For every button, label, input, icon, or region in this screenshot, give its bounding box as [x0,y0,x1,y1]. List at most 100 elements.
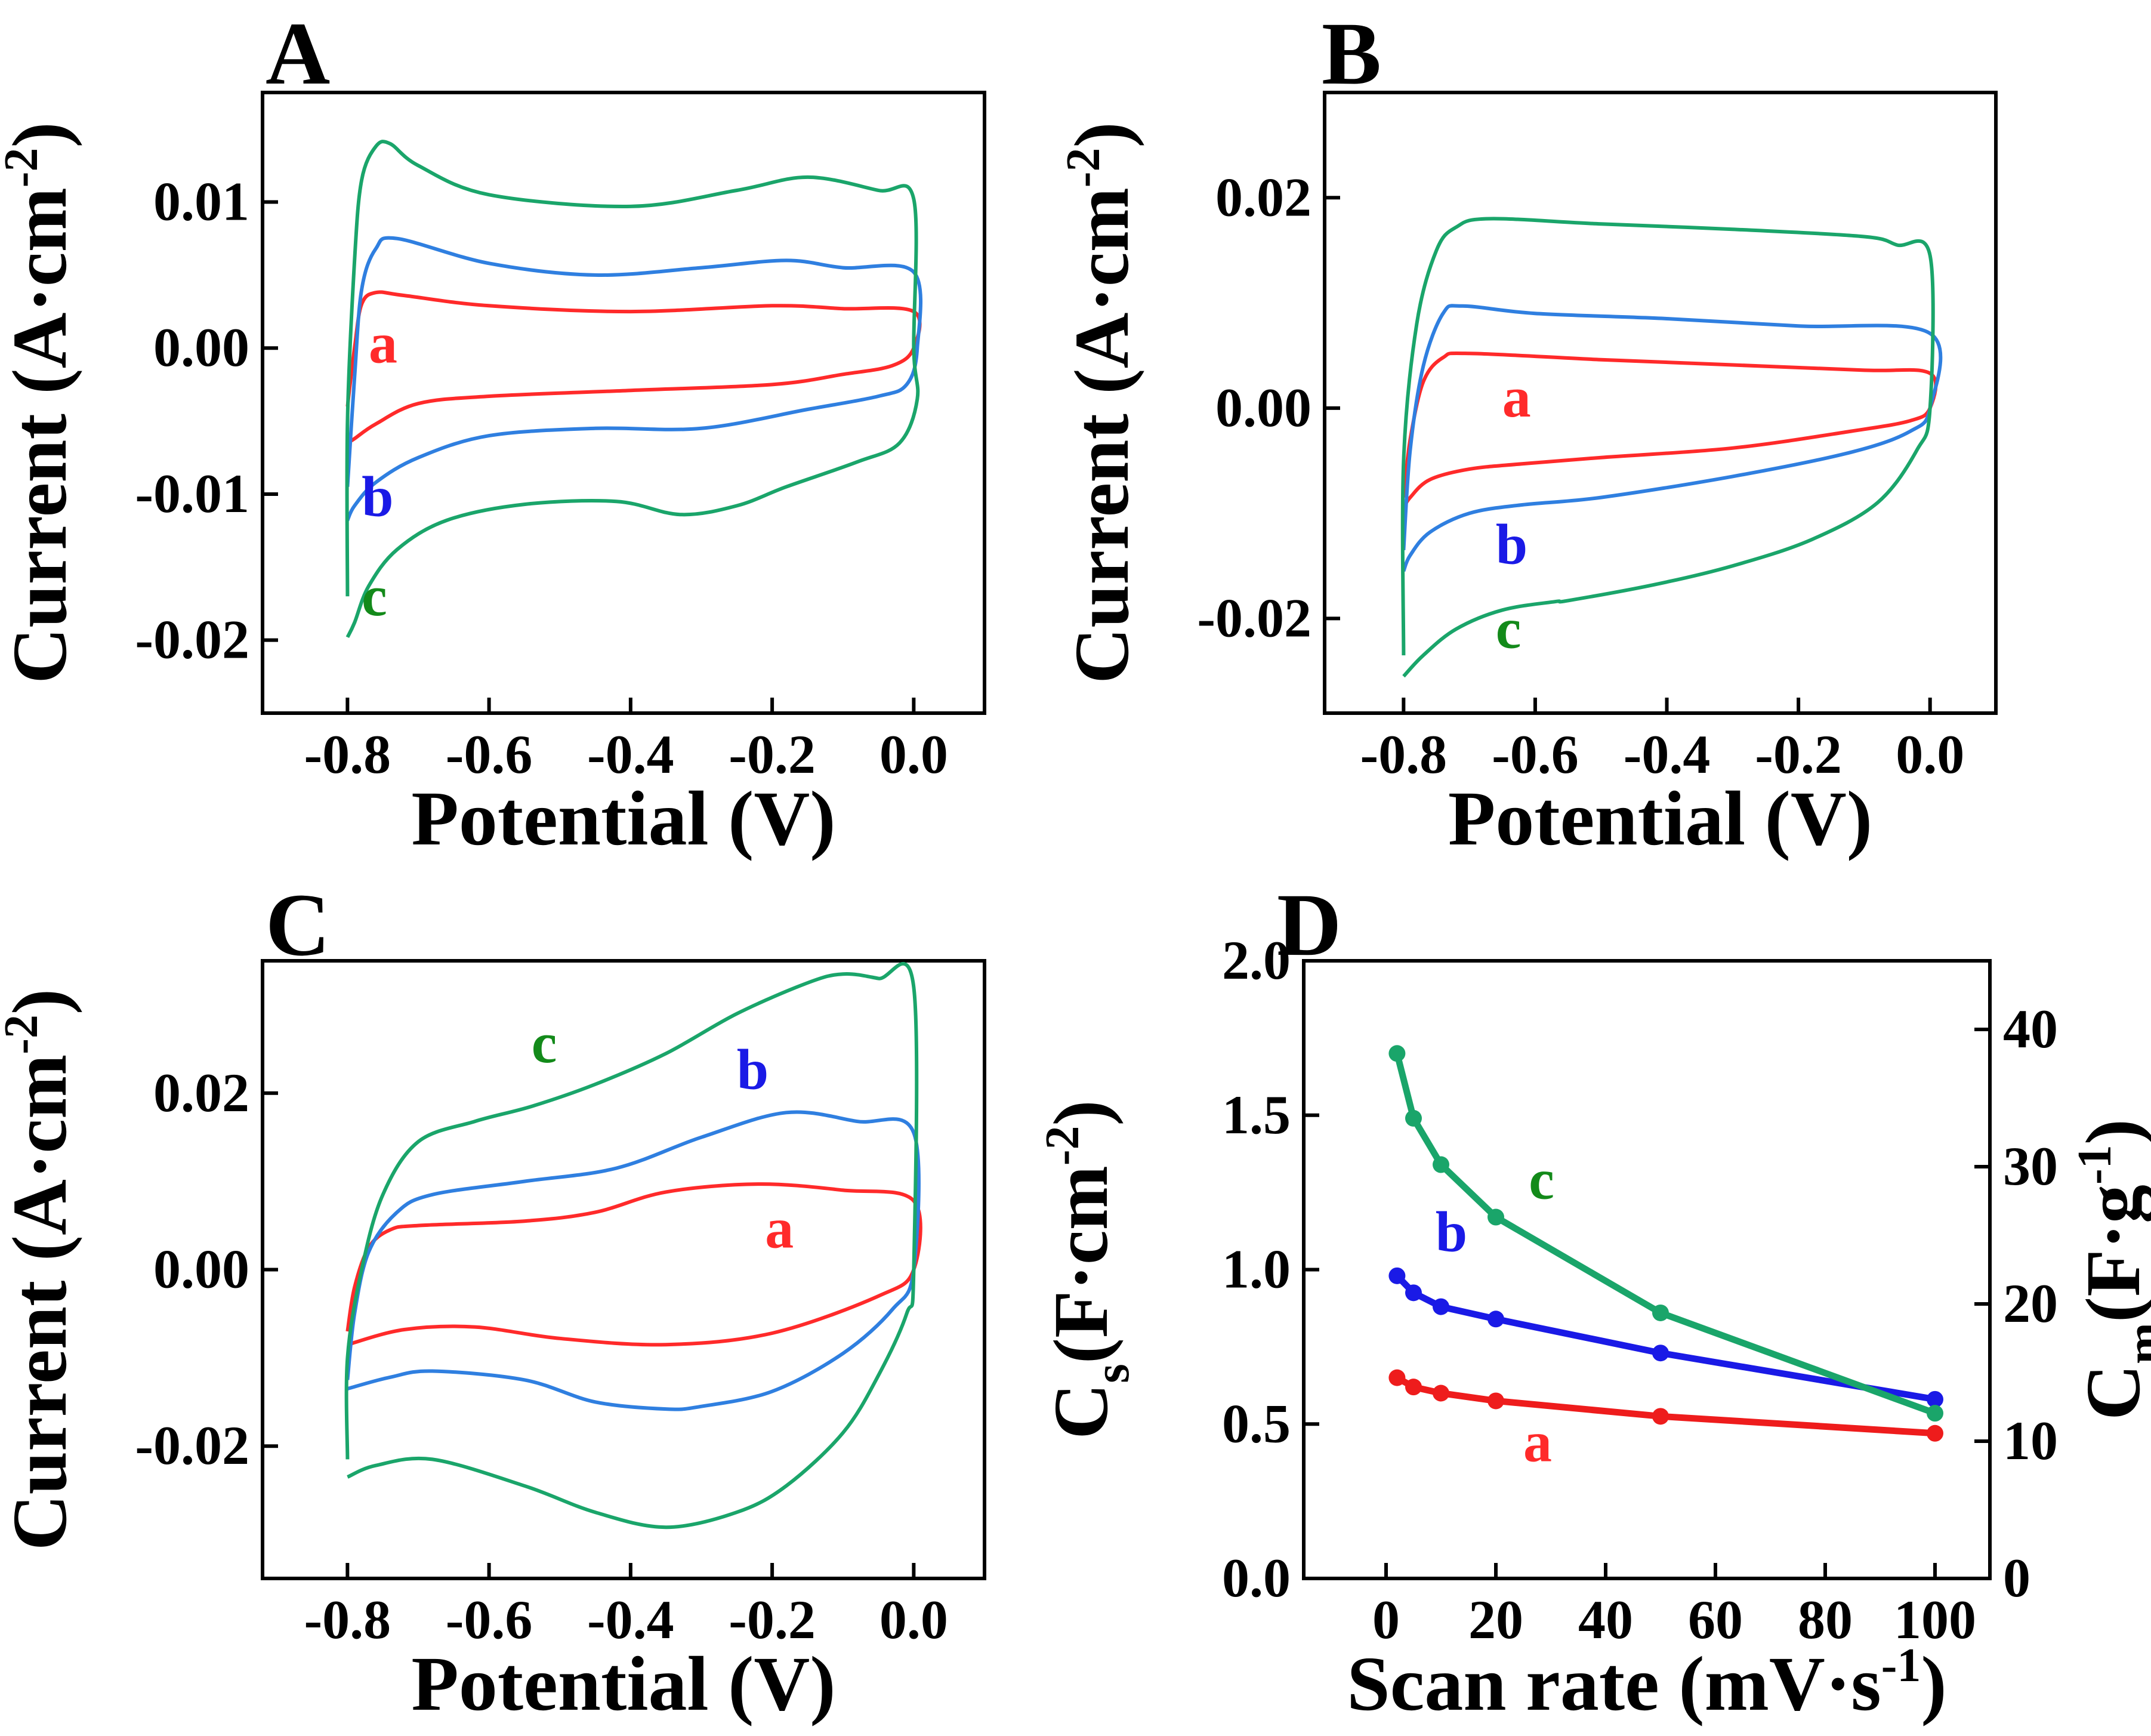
curve-label-c: c [1529,1147,1554,1211]
x-tick-label: -0.4 [587,1589,674,1650]
x-tick-label: -0.8 [304,724,391,785]
y2-tick-label: 10 [2003,1410,2058,1471]
x-axis-title: Potential (V) [1448,776,1872,862]
y-tick-label: 0.00 [153,1239,249,1300]
panel-letter-b: B [1322,4,1381,103]
data-point-b [1405,1284,1422,1302]
x-tick-label: 0 [1372,1589,1400,1650]
y2-tick-label: 30 [2003,1136,2058,1197]
curve-label-b: b [1496,513,1527,576]
y-tick-label: 1.0 [1222,1239,1291,1300]
plot-frame [1323,91,1998,715]
y-tick-label: 0.0 [1222,1547,1291,1608]
data-point-b [1433,1298,1449,1315]
y-tick-label: 0.00 [1215,377,1311,438]
y-tick-label: 0.02 [153,1062,249,1123]
data-point-a [1927,1424,1943,1442]
x-tick-label: -0.8 [1360,724,1448,785]
plot-frame [261,959,986,1580]
y-tick-label: -0.02 [1197,587,1311,648]
y2-axis-title: Cm(F·g-1) [2069,1119,2151,1420]
data-point-c [1652,1304,1669,1321]
plot-frame [1302,959,1992,1580]
data-point-b [1488,1311,1504,1328]
series-line-c [1394,1052,1936,1417]
panel-letter-d: D [1277,875,1341,975]
y-tick-label: 0.00 [153,317,249,378]
panel-letter-a: A [266,4,330,103]
y-tick-label: -0.02 [135,1415,249,1476]
series-line-c [344,961,919,1530]
series-line-a [1402,351,1938,509]
curve-label-b: b [362,465,393,529]
curve-label-a: a [1523,1410,1552,1473]
x-tick-label: 40 [1578,1589,1633,1650]
panel-d: D0 20 40 60 80 1000.00.51.01.52.0010203040Sca… [1036,875,2151,1727]
panel-b: B -0.8 -0.6 -0.4 -0.2 0.0 -0.02 0.00 0.02 Potenti… [1057,4,1998,862]
y-tick-label: 0.01 [153,171,249,232]
x-tick-label: -0.6 [446,1589,533,1650]
data-point-b [1388,1267,1406,1284]
series-line-c [1400,217,1935,678]
series-line-c [345,140,920,639]
y-axis-title: Cs(F·cm-2) [1036,1100,1140,1439]
data-point-a [1652,1408,1669,1425]
x-tick-label: 20 [1468,1589,1523,1650]
x-tick-label: 0.0 [879,724,948,785]
data-point-b [1652,1345,1669,1362]
y-tick-label: -0.01 [135,463,249,524]
series-line-a [345,1182,922,1347]
curve-label-a: a [1502,365,1531,429]
y-tick-label: 0.5 [1222,1393,1291,1454]
y2-tick-label: 40 [2003,998,2058,1059]
x-tick-label: -0.6 [446,724,533,785]
data-point-a [1405,1379,1422,1396]
x-axis-title: Potential (V) [411,776,835,862]
series-line-b [345,1110,921,1411]
data-point-a [1488,1392,1504,1410]
curve-label-c: c [362,564,387,628]
panel-c: C -0.8 -0.6 -0.4 -0.2 0.0 -0.02 0.00 0.02 Potenti… [0,875,986,1727]
x-tick-label: -0.6 [1492,724,1579,785]
data-point-a [1388,1369,1406,1386]
x-tick-label: -0.8 [304,1589,391,1650]
curve-label-c: c [1496,597,1522,661]
curve-label-c: c [532,1011,557,1075]
y-axis-title: Current (A·cm-2) [1057,122,1145,683]
data-point-a [1433,1385,1449,1402]
data-point-c [1488,1208,1504,1226]
y2-tick-label: 0 [2003,1547,2030,1608]
data-point-c [1405,1109,1422,1127]
curve-label-a: a [369,312,397,375]
y2-tick-label: 20 [2003,1273,2058,1334]
x-tick-label: 80 [1798,1589,1853,1650]
panel-a: A -0.8 -0.6 -0.4 -0.2 0.0 -0.02 -0.01 0.00 0.01 Po… [0,4,986,862]
x-axis-title: Scan rate (mV·s-1) [1347,1639,1946,1727]
y-tick-label: 0.02 [1215,166,1311,227]
data-point-b [1927,1390,1943,1408]
x-tick-label: -0.2 [729,724,816,785]
y-tick-label: 1.5 [1222,1084,1291,1145]
y-tick-label: 2.0 [1222,930,1291,991]
curve-label-a: a [765,1197,794,1260]
curve-label-b: b [737,1037,769,1101]
curve-label-b: b [1436,1200,1467,1263]
x-tick-label: 60 [1688,1589,1743,1650]
x-tick-label: 0.0 [1896,724,1964,785]
y-axis-title: Current (A·cm-2) [0,989,83,1550]
series-line-b [345,236,923,522]
series-line-b [1402,304,1943,572]
x-tick-label: 100 [1894,1589,1976,1650]
x-tick-label: -0.2 [1755,724,1842,785]
x-tick-label: -0.4 [1624,724,1711,785]
x-tick-label: -0.2 [729,1589,816,1650]
y-tick-label: -0.02 [135,609,249,670]
x-tick-label: 0.0 [879,1589,948,1650]
x-axis-title: Potential (V) [411,1641,835,1727]
y-axis-title: Current (A·cm-2) [0,122,83,683]
series-line-a [345,290,922,445]
panel-letter-c: C [266,875,330,975]
data-point-c [1927,1405,1943,1422]
x-tick-label: -0.4 [587,724,674,785]
